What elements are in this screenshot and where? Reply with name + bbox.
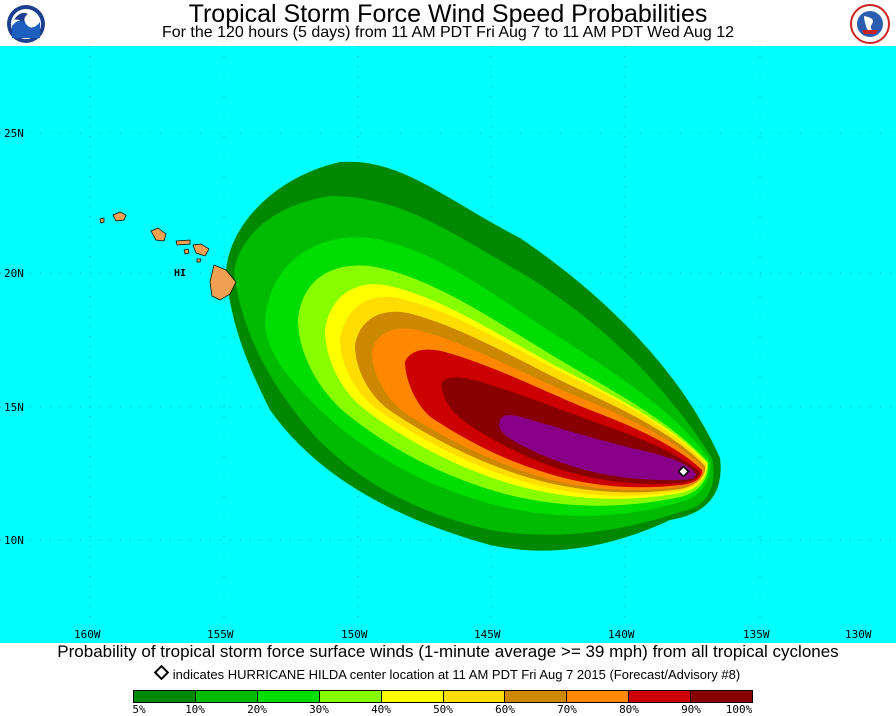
- legend-swatch: [691, 691, 753, 702]
- chart-title: Tropical Storm Force Wind Speed Probabil…: [188, 0, 708, 28]
- lon-label-160w: 160W: [74, 628, 101, 641]
- legend-swatch: [567, 691, 630, 702]
- legend-label: 5%: [132, 703, 146, 716]
- legend-swatch: [381, 691, 444, 702]
- legend-swatch: [505, 691, 568, 702]
- lon-label-135w: 135W: [743, 628, 770, 641]
- legend-label: 20%: [247, 703, 267, 716]
- legend-label: 10%: [185, 703, 205, 716]
- legend-swatch: [257, 691, 320, 702]
- lat-label-15n: 15N: [4, 401, 24, 414]
- legend-swatch: [443, 691, 506, 702]
- legend-label: 100%: [725, 703, 753, 716]
- legend-swatch: [629, 691, 692, 702]
- noaa-logo-icon: [7, 5, 45, 43]
- contour-100pct: [499, 415, 696, 481]
- island-lanai: [183, 248, 190, 255]
- color-legend: [133, 690, 753, 703]
- probability-contours: [226, 161, 721, 551]
- island-oahu: [150, 227, 167, 242]
- legend-label: 80%: [619, 703, 639, 716]
- legend-swatch: [195, 691, 258, 702]
- legend-label: 70%: [557, 703, 577, 716]
- lon-label-145w: 145W: [474, 628, 501, 641]
- lon-label-130w: 130W: [845, 628, 872, 641]
- state-label-hi: HI: [174, 268, 186, 279]
- chart-subtitle: For the 120 hours (5 days) from 11 AM PD…: [161, 24, 735, 41]
- island-big-island: [209, 264, 237, 301]
- legend-label: 50%: [433, 703, 453, 716]
- probability-map: HI 25N 20N 15N 10N 160W 155W 150W 145W 1…: [0, 46, 896, 643]
- legend-swatch: [134, 691, 196, 702]
- map-caption: Probability of tropical storm force surf…: [57, 642, 839, 661]
- island-niihau: [99, 217, 105, 224]
- storm-center-marker: [677, 465, 690, 478]
- diamond-marker-icon: [153, 664, 170, 681]
- storm-center-note-text: indicates HURRICANE HILDA center locatio…: [172, 667, 741, 682]
- island-maui: [192, 243, 210, 257]
- nws-logo-icon: [850, 4, 890, 44]
- lat-label-25n: 25N: [4, 127, 24, 140]
- legend-swatch: [319, 691, 382, 702]
- island-molokai: [175, 239, 191, 246]
- lat-label-20n: 20N: [4, 267, 24, 280]
- hawaiian-islands: [99, 211, 237, 301]
- legend-label: 60%: [495, 703, 515, 716]
- lon-label-150w: 150W: [341, 628, 368, 641]
- island-kauai: [112, 211, 127, 222]
- legend-labels: 5% 10% 20% 30% 40% 50% 60% 70% 80% 90% 100%: [0, 704, 896, 716]
- island-kahoolawe: [196, 258, 202, 263]
- legend-label: 40%: [371, 703, 391, 716]
- storm-center-note: indicates HURRICANE HILDA center locatio…: [0, 664, 896, 683]
- lat-label-10n: 10N: [4, 534, 24, 547]
- legend-label: 90%: [681, 703, 701, 716]
- map-canvas: HI 25N 20N 15N 10N 160W 155W 150W 145W 1…: [0, 46, 896, 643]
- lon-label-140w: 140W: [608, 628, 635, 641]
- legend-label: 30%: [309, 703, 329, 716]
- lon-label-155w: 155W: [207, 628, 234, 641]
